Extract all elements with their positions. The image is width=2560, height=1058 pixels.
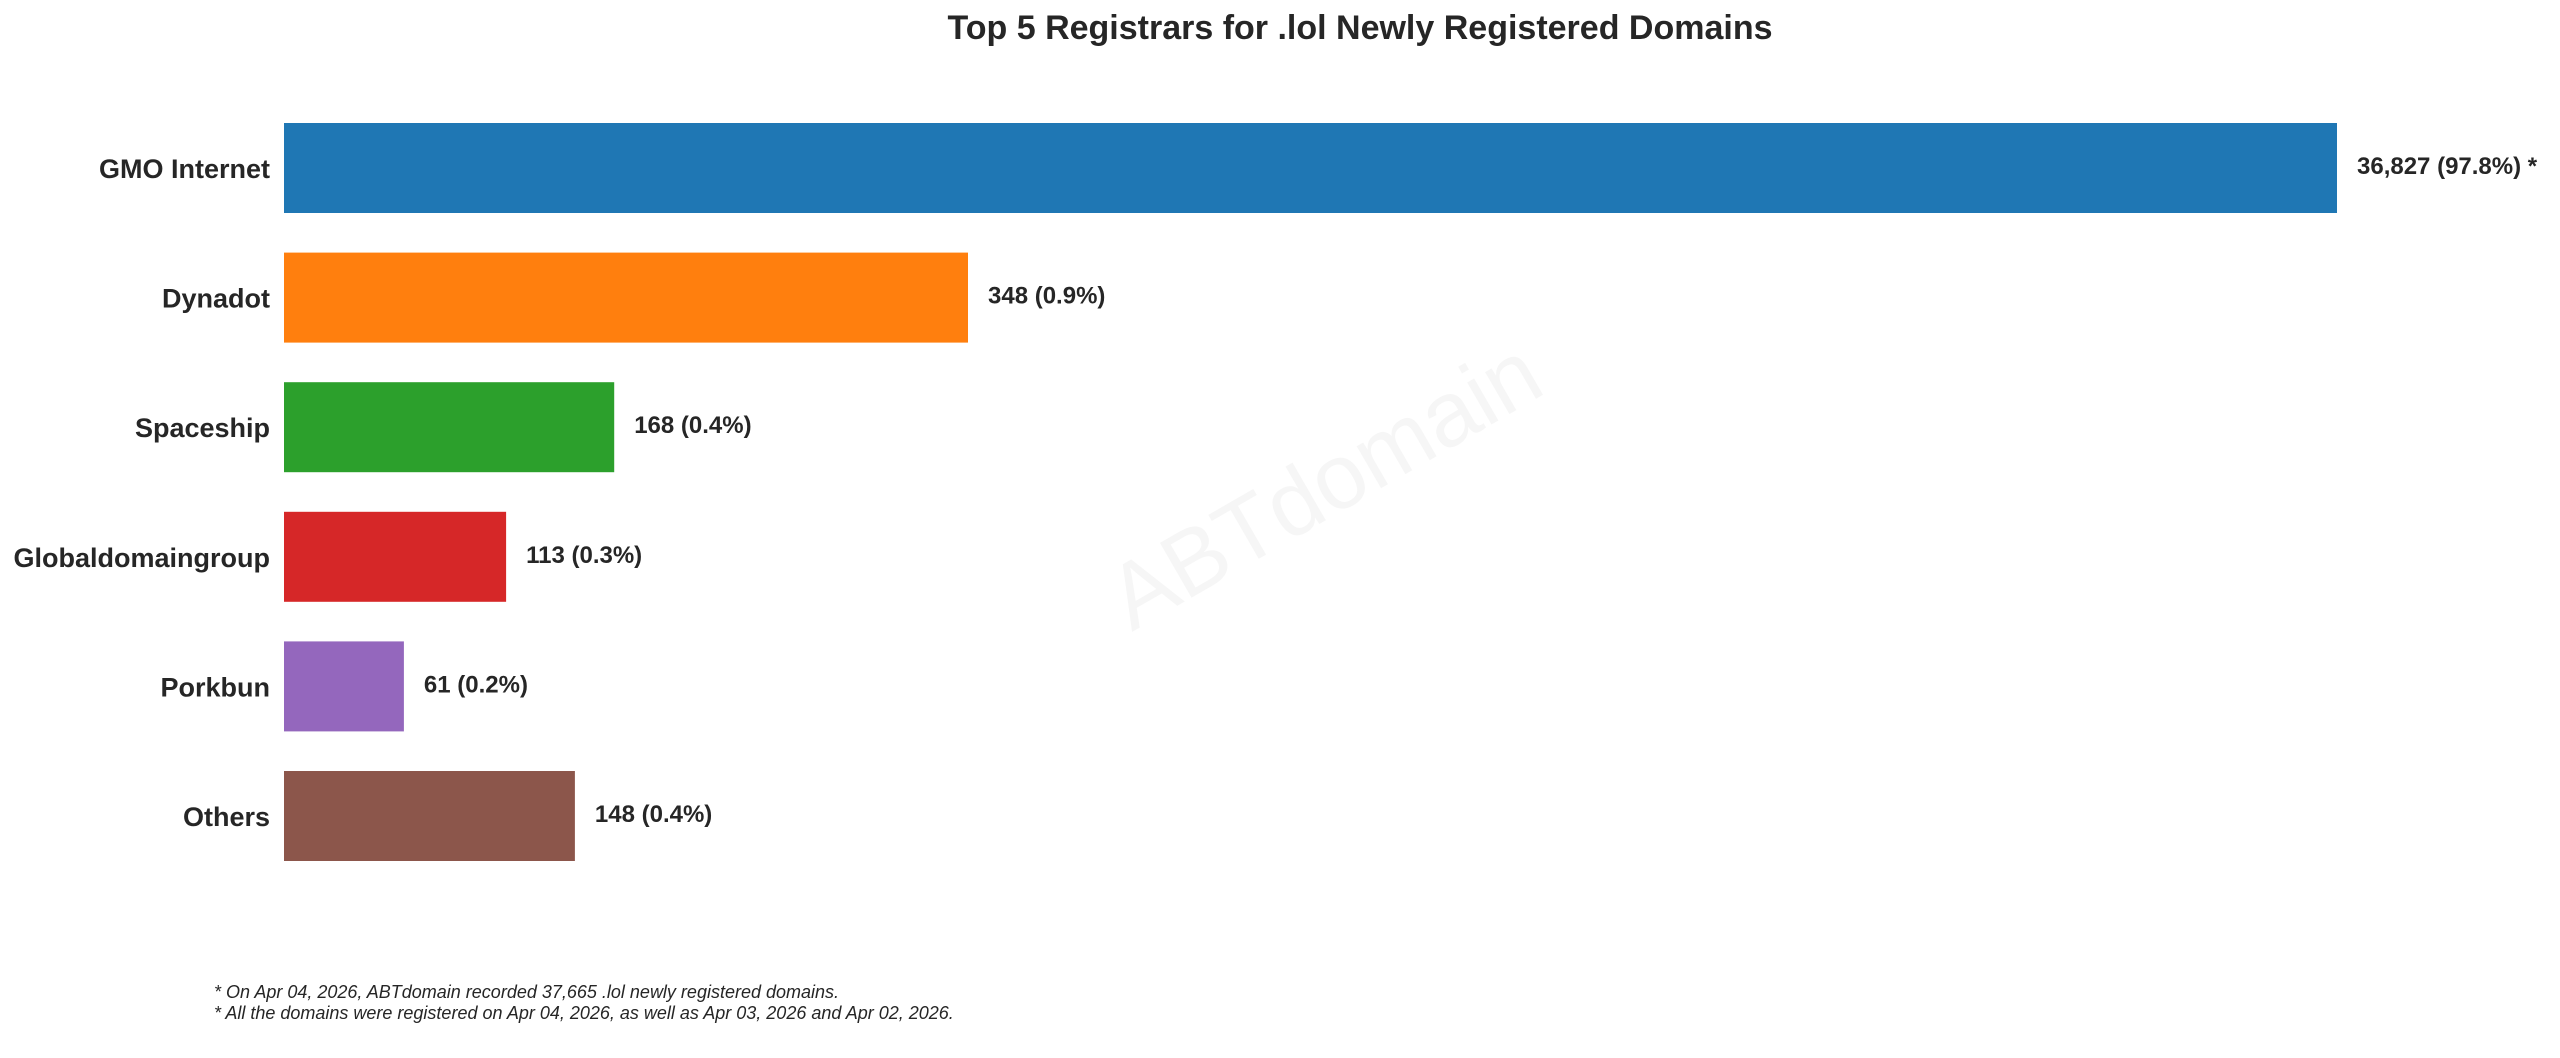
category-label-porkbun: Porkbun — [160, 672, 270, 702]
data-label-others: 148 (0.4%) — [595, 801, 712, 828]
bar-dynadot — [284, 252, 968, 343]
category-label-spaceship: Spaceship — [135, 413, 270, 443]
category-label-gmo-internet: GMO Internet — [99, 154, 270, 184]
watermark: ABTdomain — [1091, 321, 1558, 650]
footnote-2: * All the domains were registered on Apr… — [214, 1003, 954, 1023]
chart-title: Top 5 Registrars for .lol Newly Register… — [947, 9, 1772, 47]
bar-others — [284, 771, 575, 861]
data-label-porkbun: 61 (0.2%) — [424, 671, 528, 698]
bar-globaldomaingroup — [284, 511, 507, 602]
bar-porkbun — [284, 641, 404, 732]
data-label-gmo-internet: 36,827 (97.8%) * — [2357, 153, 2538, 180]
footnote-1: * On Apr 04, 2026, ABTdomain recorded 37… — [214, 982, 840, 1002]
bar-group: GMO Internet 36,827 (97.8%) * Dynadot 348 (… — [14, 123, 2538, 861]
bar-spaceship — [284, 382, 615, 473]
footnotes: * On Apr 04, 2026, ABTdomain recorded 37… — [214, 982, 954, 1024]
category-label-dynadot: Dynadot — [162, 284, 270, 314]
data-label-dynadot: 348 (0.9%) — [988, 283, 1105, 310]
category-label-others: Others — [183, 802, 270, 832]
category-label-globaldomaingroup: Globaldomaingroup — [14, 543, 271, 573]
bar-gmo-internet — [284, 123, 2337, 213]
data-label-globaldomaingroup: 113 (0.3%) — [526, 542, 642, 569]
data-label-spaceship: 168 (0.4%) — [634, 412, 751, 439]
